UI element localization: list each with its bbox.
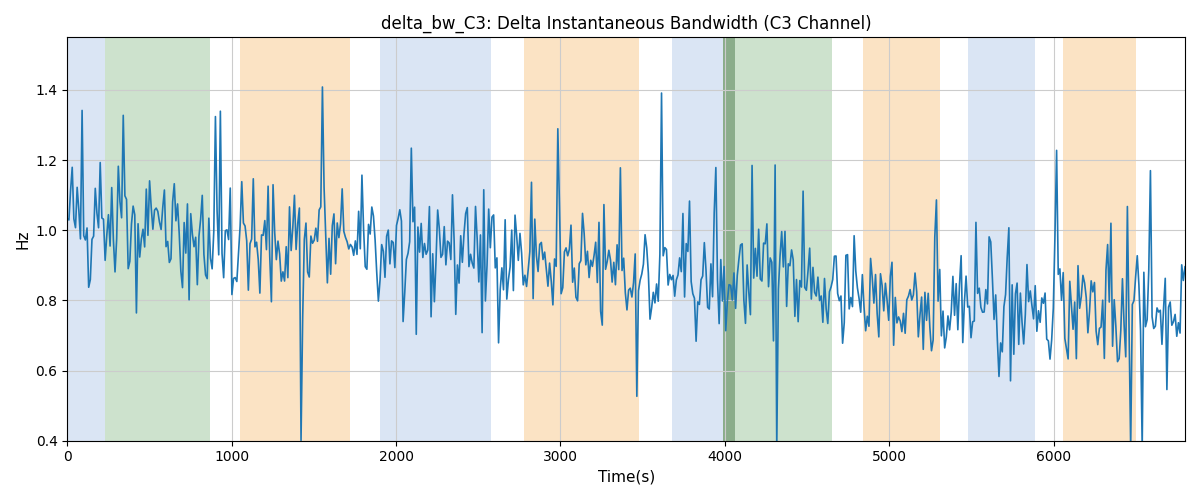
Bar (863, 38, 940, 440)
Y-axis label: Hz: Hz (16, 230, 30, 249)
Title: delta_bw_C3: Delta Instantaneous Bandwidth (C3 Channel): delta_bw_C3: Delta Instantaneous Bandwid… (380, 15, 871, 34)
Bar (240, 38, 350, 440)
Bar (734, 38, 832, 440)
Bar (968, 38, 1036, 440)
Bar (672, 38, 724, 440)
Bar (67, 38, 106, 440)
X-axis label: Time(s): Time(s) (598, 470, 655, 485)
Bar (724, 38, 734, 440)
Bar (524, 38, 640, 440)
Bar (379, 38, 491, 440)
Bar (106, 38, 210, 440)
Bar (1063, 38, 1135, 440)
